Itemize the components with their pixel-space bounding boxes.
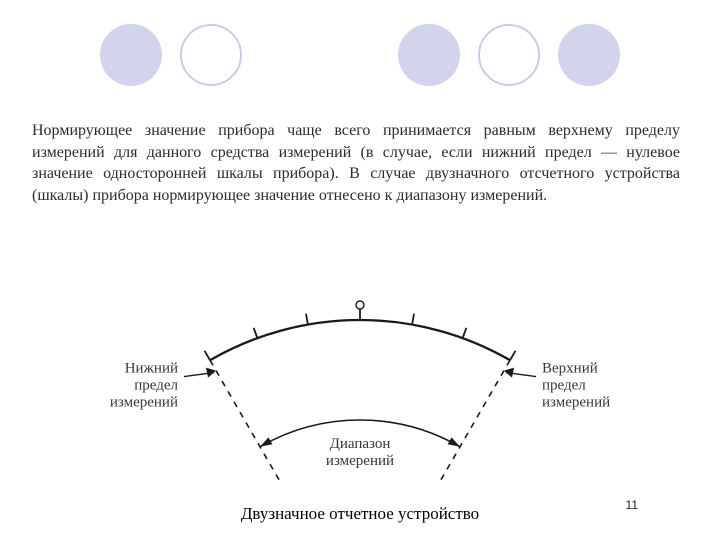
svg-text:Нижний: Нижний xyxy=(125,361,178,377)
svg-text:предел: предел xyxy=(134,378,178,394)
decor-circle xyxy=(398,24,460,86)
decor-circle xyxy=(180,24,242,86)
svg-text:измерений: измерений xyxy=(326,453,394,469)
svg-text:Диапазон: Диапазон xyxy=(330,436,391,452)
body-paragraph: Нормирующее значение прибора чаще всего … xyxy=(32,120,680,206)
svg-text:измерений: измерений xyxy=(542,395,610,411)
paragraph-text: Нормирующее значение прибора чаще всего … xyxy=(32,122,680,204)
svg-text:предел: предел xyxy=(542,378,586,394)
page-number: 11 xyxy=(626,498,638,512)
decor-circle-row xyxy=(0,24,720,90)
svg-text:измерений: измерений xyxy=(110,395,178,411)
decor-circle xyxy=(100,24,162,86)
scale-diagram: НижнийпределизмеренийВерхнийпределизмере… xyxy=(90,270,630,500)
svg-text:Верхний: Верхний xyxy=(542,361,598,377)
diagram-caption: Двузначное отчетное устройство xyxy=(0,504,720,524)
decor-circle xyxy=(558,24,620,86)
decor-circle xyxy=(478,24,540,86)
